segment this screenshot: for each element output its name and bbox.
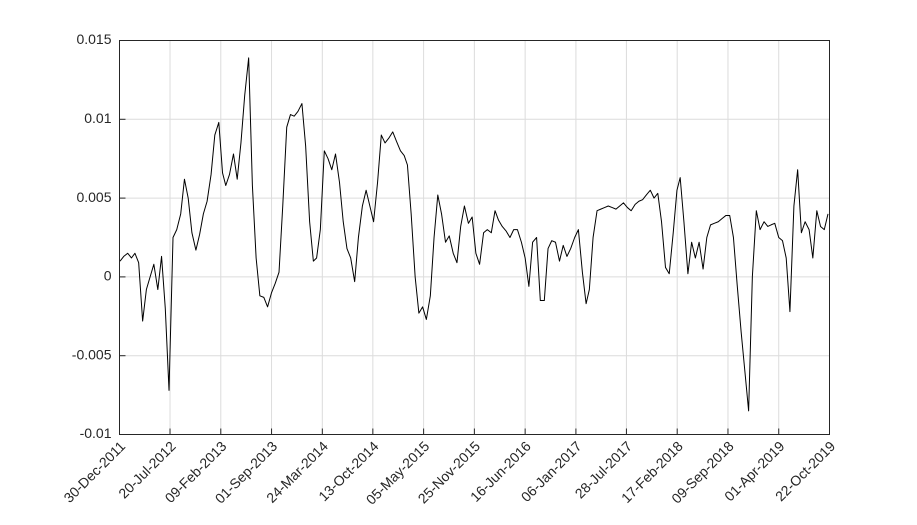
y-tick-label: -0.01 bbox=[80, 425, 112, 441]
y-tick-label: 0.015 bbox=[76, 31, 111, 47]
grid bbox=[119, 40, 830, 435]
y-tick-label: -0.005 bbox=[72, 346, 112, 362]
y-tick-label: 0.005 bbox=[76, 189, 111, 205]
data-line bbox=[119, 57, 829, 412]
y-tick-label: 0.01 bbox=[84, 110, 111, 126]
plot bbox=[119, 57, 829, 412]
y-tick-label: 0 bbox=[104, 268, 112, 284]
